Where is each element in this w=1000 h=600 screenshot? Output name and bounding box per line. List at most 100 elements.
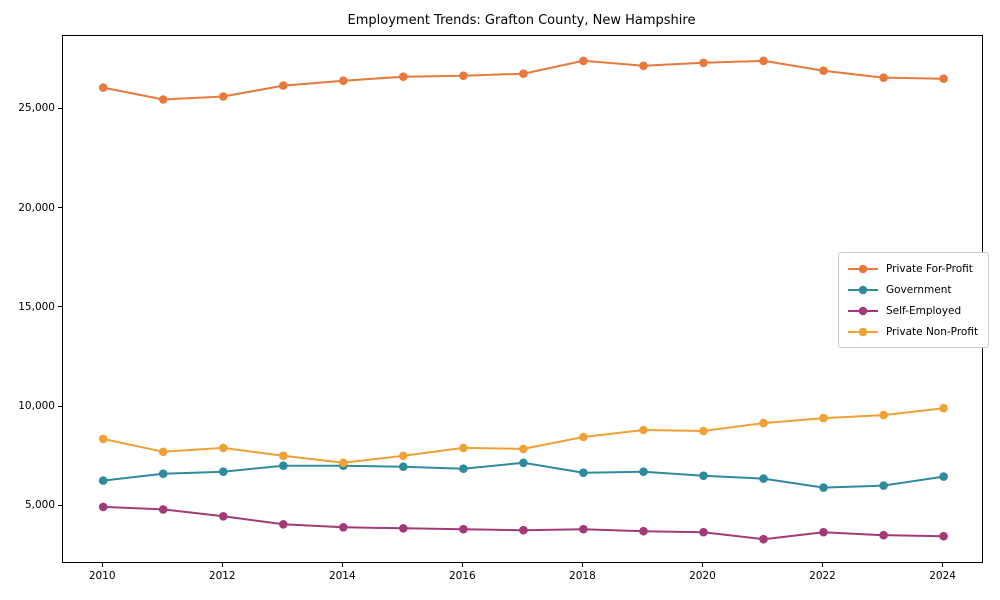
y-tick-label: 20,000 bbox=[18, 201, 55, 214]
data-point-government bbox=[699, 471, 708, 481]
x-tick-mark bbox=[942, 563, 944, 567]
x-tick-mark bbox=[341, 563, 343, 567]
data-point-private-for-profit bbox=[579, 56, 588, 66]
x-tick-mark bbox=[822, 563, 824, 567]
data-point-private-for-profit bbox=[759, 56, 768, 66]
data-point-self-employed bbox=[98, 502, 108, 512]
data-point-private-for-profit bbox=[639, 61, 648, 71]
data-point-private-non-profit bbox=[579, 432, 588, 442]
data-point-private-for-profit bbox=[879, 73, 888, 82]
x-tick-label: 2018 bbox=[569, 570, 596, 582]
data-point-private-non-profit bbox=[459, 443, 468, 453]
data-point-private-for-profit bbox=[699, 58, 708, 68]
x-tick-label: 2014 bbox=[328, 570, 356, 582]
y-tick-mark bbox=[58, 504, 62, 506]
legend-marker-self-employed-icon bbox=[848, 306, 878, 315]
data-point-private-non-profit bbox=[339, 458, 348, 468]
data-point-private-non-profit bbox=[639, 425, 648, 435]
y-tick-mark bbox=[58, 306, 62, 308]
data-point-government bbox=[399, 462, 408, 472]
data-point-self-employed bbox=[399, 524, 408, 533]
data-point-government bbox=[579, 468, 588, 478]
series-line-private-for-profit bbox=[103, 59, 944, 101]
data-point-private-non-profit bbox=[819, 413, 828, 423]
plot-area bbox=[62, 35, 983, 563]
data-point-private-for-profit bbox=[339, 76, 348, 85]
legend-label: Government bbox=[886, 283, 952, 296]
y-tick-mark bbox=[58, 207, 62, 209]
data-point-government bbox=[98, 476, 108, 485]
data-point-private-for-profit bbox=[98, 83, 108, 92]
y-tick-mark bbox=[58, 107, 62, 109]
chart-canvas bbox=[98, 56, 948, 544]
data-point-self-employed bbox=[939, 531, 948, 541]
x-tick-mark bbox=[221, 563, 223, 567]
x-tick-label: 2022 bbox=[809, 570, 836, 582]
data-point-government bbox=[939, 472, 948, 481]
legend-item-private-non-profit: Private Non-Profit bbox=[848, 323, 978, 340]
data-point-private-non-profit bbox=[879, 410, 888, 420]
legend-label: Private Non-Profit bbox=[886, 325, 979, 338]
data-point-private-for-profit bbox=[519, 69, 528, 78]
data-point-private-non-profit bbox=[219, 443, 228, 453]
data-point-self-employed bbox=[699, 527, 708, 537]
data-point-self-employed bbox=[879, 530, 888, 540]
data-point-private-non-profit bbox=[939, 403, 948, 413]
data-point-government bbox=[519, 458, 528, 468]
x-tick-mark bbox=[701, 563, 703, 567]
data-point-private-for-profit bbox=[939, 74, 948, 83]
data-point-self-employed bbox=[519, 525, 528, 535]
legend-marker-private-non-profit-icon bbox=[848, 327, 878, 336]
data-point-private-for-profit bbox=[219, 92, 228, 101]
data-point-government bbox=[219, 467, 228, 477]
data-point-private-non-profit bbox=[399, 451, 408, 461]
legend-label: Private For-Profit bbox=[886, 262, 973, 275]
data-point-private-for-profit bbox=[399, 72, 408, 81]
data-point-self-employed bbox=[819, 527, 828, 537]
x-tick-label: 2020 bbox=[689, 570, 716, 582]
y-tick-label: 10,000 bbox=[18, 400, 55, 413]
y-tick-label: 25,000 bbox=[18, 102, 55, 115]
data-point-private-for-profit bbox=[279, 81, 288, 90]
x-tick-label: 2024 bbox=[929, 570, 956, 582]
data-point-private-non-profit bbox=[158, 447, 168, 457]
data-point-self-employed bbox=[759, 534, 768, 544]
legend-item-private-for-profit: Private For-Profit bbox=[848, 260, 978, 277]
legend-marker-government-icon bbox=[848, 285, 878, 294]
data-point-government bbox=[639, 467, 648, 477]
data-point-private-for-profit bbox=[459, 71, 468, 80]
data-point-private-non-profit bbox=[98, 434, 108, 444]
data-point-government bbox=[759, 474, 768, 483]
data-point-self-employed bbox=[339, 523, 348, 532]
x-tick-mark bbox=[101, 563, 103, 567]
x-tick-label: 2012 bbox=[208, 570, 236, 582]
series-line-private-non-profit bbox=[102, 407, 944, 464]
data-point-government bbox=[819, 483, 828, 492]
legend-item-government: Government bbox=[848, 281, 978, 298]
data-point-self-employed bbox=[459, 524, 468, 534]
data-point-private-non-profit bbox=[759, 418, 768, 428]
legend-label: Self-Employed bbox=[886, 304, 962, 317]
data-point-government bbox=[879, 481, 888, 490]
data-point-self-employed bbox=[219, 512, 228, 521]
data-point-government bbox=[279, 461, 288, 471]
x-tick-mark bbox=[581, 563, 583, 567]
x-tick-label: 2010 bbox=[88, 570, 116, 582]
chart-title: Employment Trends: Grafton County, New H… bbox=[347, 13, 696, 28]
y-tick-label: 5,000 bbox=[24, 499, 55, 512]
data-point-self-employed bbox=[579, 524, 588, 534]
legend: Private For-Profit Government Self-Employe… bbox=[838, 252, 990, 348]
y-tick-label: 15,000 bbox=[18, 300, 55, 313]
data-point-private-for-profit bbox=[819, 66, 828, 75]
data-point-self-employed bbox=[279, 520, 288, 529]
legend-marker-private-for-profit-icon bbox=[848, 264, 878, 273]
data-point-private-non-profit bbox=[279, 451, 288, 461]
data-point-government bbox=[158, 469, 168, 479]
data-point-self-employed bbox=[639, 526, 648, 536]
data-point-self-employed bbox=[158, 505, 168, 514]
legend-item-self-employed: Self-Employed bbox=[848, 302, 978, 319]
x-tick-mark bbox=[461, 563, 463, 567]
data-point-private-for-profit bbox=[158, 95, 168, 104]
x-tick-label: 2016 bbox=[448, 570, 476, 582]
